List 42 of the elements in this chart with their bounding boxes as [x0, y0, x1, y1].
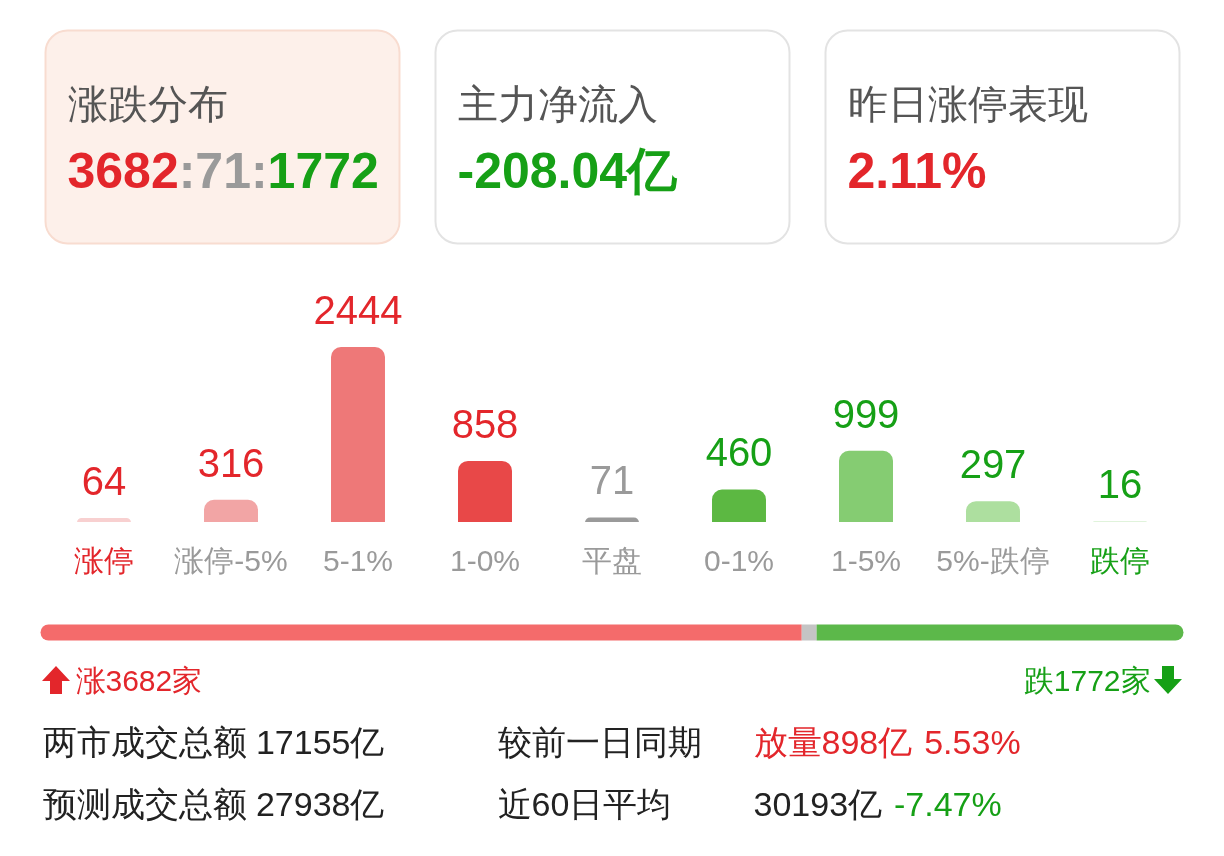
- text: -208.04亿: [457, 142, 679, 199]
- text: 涨跌分布: [67, 81, 228, 126]
- text: 昨日涨停表现: [847, 81, 1088, 126]
- x-tick-label: 0-1%: [703, 544, 775, 577]
- text: 跌1772家: [1023, 664, 1151, 697]
- data-label: 64: [81, 458, 127, 503]
- x-tick-label: 5-1%: [322, 544, 394, 577]
- data-label: 858: [451, 401, 519, 446]
- bar: [712, 489, 766, 522]
- text: 较前一日同期: [497, 722, 702, 761]
- x-tick-label: 5%-跌停: [936, 544, 1050, 577]
- x-tick-label: 1-5%: [830, 544, 902, 577]
- text: 放量898亿: [753, 722, 913, 761]
- x-tick-label: 涨停: [74, 544, 134, 577]
- bar: [204, 499, 258, 522]
- x-tick-label: 跌停: [1090, 544, 1150, 577]
- bar: [839, 450, 893, 522]
- text: 5.53%: [924, 722, 1021, 761]
- data-label: 71: [589, 458, 635, 503]
- text: 预测成交总额 27938亿: [42, 784, 385, 823]
- text: 近60日平均: [497, 784, 672, 823]
- bar: [77, 517, 131, 522]
- data-label: 16: [1097, 462, 1143, 507]
- data-label: 2444: [313, 288, 403, 332]
- data-label: 460: [705, 430, 773, 475]
- data-label: 999: [832, 391, 900, 436]
- text: 两市成交总额 17155亿: [42, 722, 385, 761]
- bar: [458, 460, 512, 522]
- bar: [331, 347, 385, 522]
- text: 2.11%: [847, 142, 987, 199]
- x-tick-label: 1-0%: [449, 544, 521, 577]
- bar: [585, 517, 639, 522]
- text: 3682:71:1772: [67, 142, 379, 199]
- data-label: 316: [197, 440, 265, 485]
- text: 主力净流入: [457, 81, 658, 126]
- text: 30193亿: [753, 784, 883, 823]
- x-tick-label: 平盘: [582, 544, 642, 577]
- bar: [966, 501, 1020, 522]
- text: -7.47%: [894, 784, 1002, 823]
- text: 涨3682家: [75, 664, 203, 697]
- x-tick-label: 涨停-5%: [174, 544, 288, 577]
- data-label: 297: [959, 442, 1027, 487]
